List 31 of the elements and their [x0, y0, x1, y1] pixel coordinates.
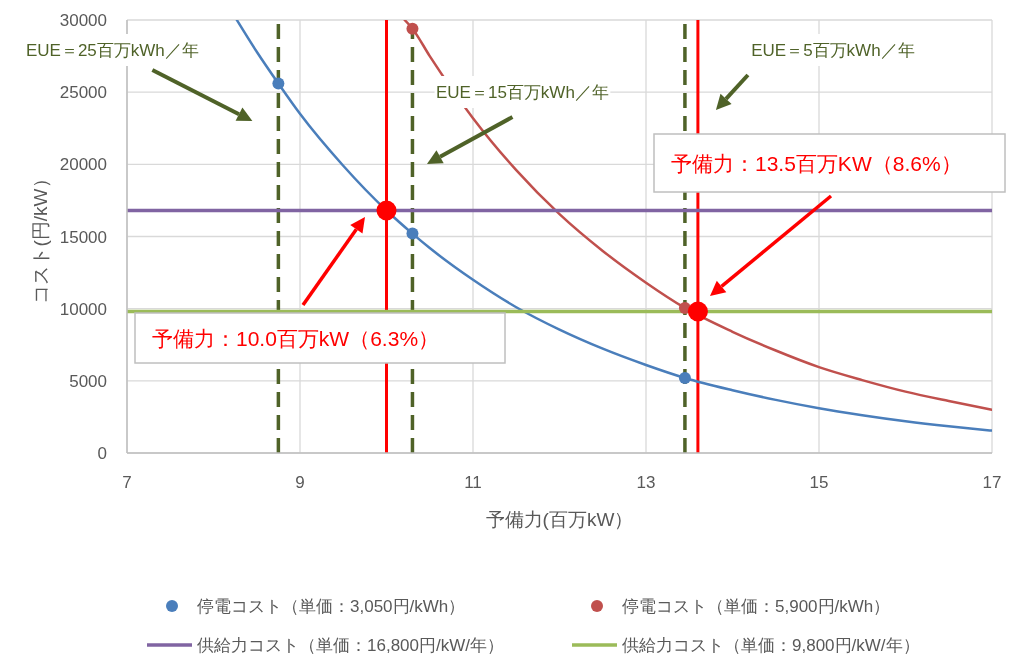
x-tick-label: 7: [122, 473, 132, 493]
annotation: 予備力：13.5百万KW（8.6%）: [671, 151, 962, 175]
x-tick-label: 15: [809, 473, 829, 493]
ref-line-label: EUE＝25百万kWh／年: [25, 40, 199, 60]
x-tick-label: 17: [982, 473, 1002, 493]
x-tick-label: 11: [464, 473, 482, 493]
y-tick-label: 25000: [59, 83, 107, 103]
y-tick-label: 10000: [59, 299, 107, 319]
x-tick-label: 9: [295, 473, 305, 493]
legend-label: 供給力コスト（単価：16,800円/kW/年）: [197, 634, 504, 657]
annotation: 予備力：10.0百万kW（6.3%）: [152, 326, 440, 350]
point: [687, 301, 708, 322]
legend-label: 供給力コスト（単価：9,800円/kW/年）: [622, 634, 920, 657]
y-tick-label: 20000: [59, 155, 107, 175]
point: [272, 77, 285, 90]
line-series: [235, 20, 992, 432]
ref-line-label: EUE＝5百万kWh／年: [751, 40, 915, 60]
y-tick-label: 30000: [59, 11, 107, 31]
y-tick-label: 5000: [69, 371, 107, 391]
y-tick-label: 15000: [59, 227, 107, 247]
x-axis-title: 予備力(百万kW）: [485, 508, 634, 530]
point: [406, 22, 419, 35]
y-tick-label: 0: [97, 444, 107, 464]
point: [376, 200, 397, 221]
point: [678, 371, 691, 384]
ref-line-label: EUE＝15百万kWh／年: [436, 82, 609, 102]
y-axis-title: コスト(円/kW）: [29, 169, 51, 304]
legend-label: 停電コスト（単価：5,900円/kWh）: [622, 595, 891, 618]
x-tick-label: 13: [636, 473, 656, 493]
point: [406, 227, 419, 240]
legend-label: 停電コスト（単価：3,050円/kWh）: [197, 595, 466, 618]
